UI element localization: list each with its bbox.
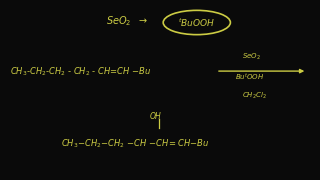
Text: SeO$_2$: SeO$_2$ xyxy=(242,52,260,62)
Text: CH$_2$Cl$_2$: CH$_2$Cl$_2$ xyxy=(242,91,267,101)
Text: Bu$^t$OOH: Bu$^t$OOH xyxy=(235,71,265,82)
Text: OH: OH xyxy=(149,112,161,121)
Text: $^t$BuOOH: $^t$BuOOH xyxy=(178,16,215,29)
Text: SeO$_2$  $\rightarrow$: SeO$_2$ $\rightarrow$ xyxy=(106,15,148,28)
Text: CH$_3$$-$CH$_2$$-$CH$_2$ $-$CH $-$CH$=$CH$-$Bu: CH$_3$$-$CH$_2$$-$CH$_2$ $-$CH $-$CH$=$C… xyxy=(61,138,209,150)
Text: CH$_3$-CH$_2$-CH$_2$ - CH$_2$ - CH=CH $-$Bu: CH$_3$-CH$_2$-CH$_2$ - CH$_2$ - CH=CH $-… xyxy=(10,66,151,78)
